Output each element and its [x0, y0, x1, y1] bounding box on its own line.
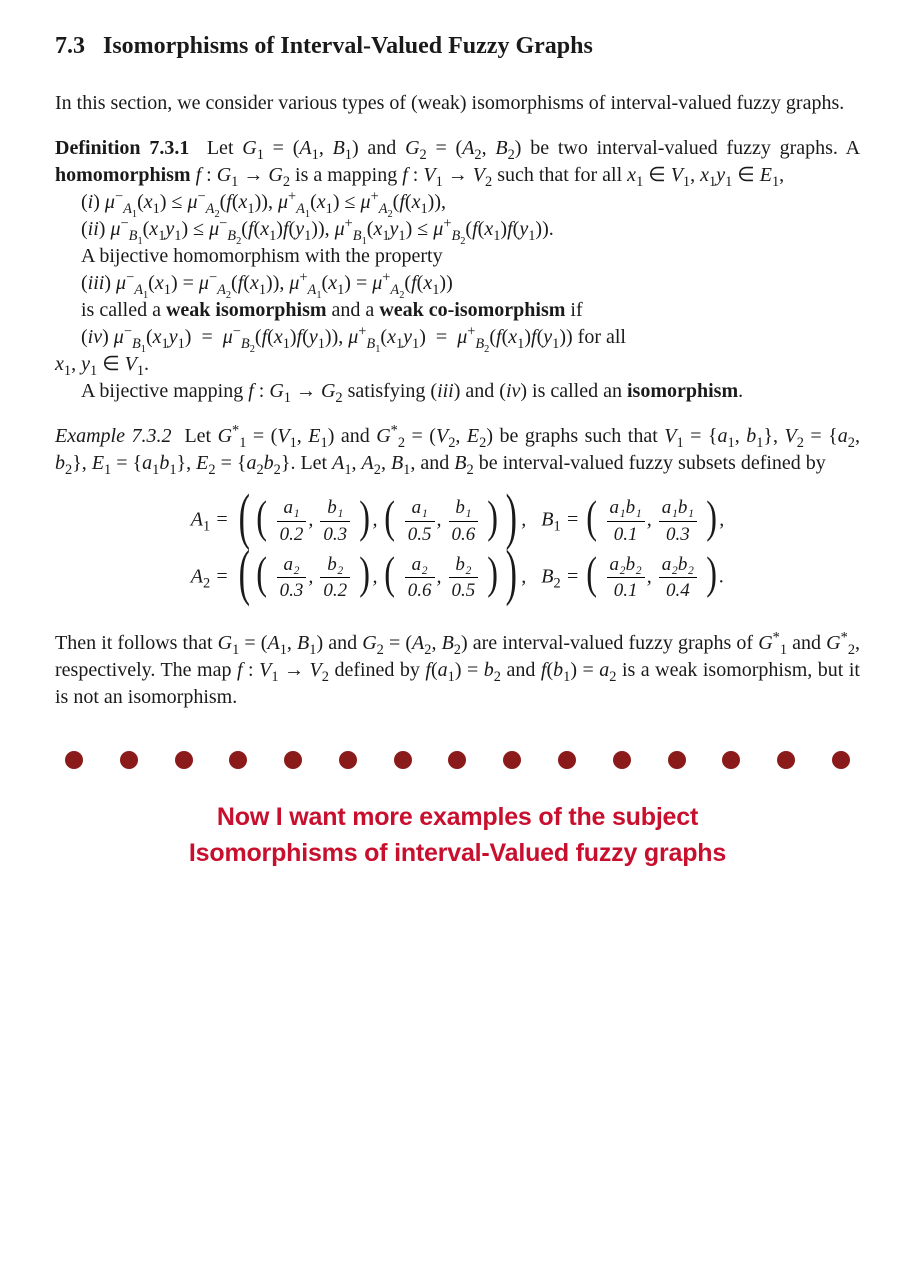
definition-bijective-line: A bijective homomorphism with the proper… — [55, 243, 860, 270]
equations-block: A1 = (( a₁0.2, b₁0.3 ), ( a₁0.5, b₁0.6 )… — [55, 495, 860, 604]
weak-isomorphism-term: weak isomorphism — [166, 299, 327, 321]
separator-dot — [448, 751, 466, 769]
b2-t2-n: a₂b₂ — [659, 552, 697, 578]
b1-t2-d: 0.3 — [659, 521, 697, 548]
section-number: 7.3 — [55, 33, 85, 59]
call-to-action: Now I want more examples of the subject … — [55, 799, 860, 872]
separator-dot — [394, 751, 412, 769]
a2-p1-n1: a₂ — [277, 552, 307, 578]
b1-t1-n: a₁b₁ — [607, 495, 645, 521]
definition-called-line: is called a weak isomorphism and a weak … — [55, 297, 860, 324]
b1-t2-n: a₁b₁ — [659, 495, 697, 521]
a2-p1-d1: 0.3 — [277, 577, 307, 604]
b2-t2-d: 0.4 — [659, 577, 697, 604]
isomorphism-term: isomorphism — [627, 380, 738, 402]
separator-dot — [120, 751, 138, 769]
a1-p2-d2: 0.6 — [449, 521, 479, 548]
document-page: 7.3 Isomorphisms of Interval-Valued Fuzz… — [0, 0, 915, 911]
a1-p2-d1: 0.5 — [405, 521, 435, 548]
example-label: Example 7.3.2 — [55, 425, 171, 447]
a2-p1-d2: 0.2 — [320, 577, 350, 604]
a2-p2-d1: 0.6 — [405, 577, 435, 604]
weak-coisomorphism-term: weak co-isomorphism — [379, 299, 565, 321]
separator-dot — [229, 751, 247, 769]
a1-p2-n2: b₁ — [449, 495, 479, 521]
definition-label: Definition 7.3.1 — [55, 137, 189, 159]
a2-p2-d2: 0.5 — [449, 577, 479, 604]
separator-dot — [503, 751, 521, 769]
definition-closing: A bijective mapping f : G1 → G2 satisfyi… — [55, 378, 860, 405]
separator-dot — [65, 751, 83, 769]
a1-p1-n1: a₁ — [277, 495, 307, 521]
section-heading: 7.3 Isomorphisms of Interval-Valued Fuzz… — [55, 30, 860, 62]
b2-t1-n: a₂b₂ — [607, 552, 645, 578]
separator-dot — [175, 751, 193, 769]
a2-p1-n2: b₂ — [320, 552, 350, 578]
a2-p2-n2: b₂ — [449, 552, 479, 578]
definition-item-iv-tail: x1, y1 ∈ V1. — [55, 351, 860, 378]
dots-separator — [55, 747, 860, 773]
called-pre: is called a — [81, 299, 166, 321]
called-mid: and a — [327, 299, 380, 321]
conclusion-paragraph: Then it follows that G1 = (A1, B1) and G… — [55, 630, 860, 711]
a1-p2-n1: a₁ — [405, 495, 435, 521]
section-title: Isomorphisms of Interval-Valued Fuzzy Gr… — [103, 33, 593, 59]
a2-p2-n1: a₂ — [405, 552, 435, 578]
separator-dot — [722, 751, 740, 769]
separator-dot — [832, 751, 850, 769]
separator-dot — [558, 751, 576, 769]
homomorphism-term: homomorphism — [55, 164, 191, 186]
intro-paragraph: In this section, we consider various typ… — [55, 90, 860, 117]
definition-block: Definition 7.3.1 Let G1 = (A1, B1) and G… — [55, 135, 860, 405]
separator-dot — [339, 751, 357, 769]
a1-p1-d1: 0.2 — [277, 521, 307, 548]
definition-item-iii: (iii) μ−A1(x1) = μ−A2(f(x1)), μ+A1(x1) =… — [55, 270, 860, 297]
equation-row-2: A2 = (( a₂0.3, b₂0.2 ), ( a₂0.6, b₂0.5 )… — [55, 552, 860, 604]
separator-dot — [777, 751, 795, 769]
definition-item-i: (i) μ−A1(x1) ≤ μ−A2(f(x1)), μ+A1(x1) ≤ μ… — [55, 189, 860, 216]
a1-p1-d2: 0.3 — [320, 521, 350, 548]
definition-item-ii: (ii) μ−B1(x1y1) ≤ μ−B2(f(x1)f(y1)), μ+B1… — [55, 216, 860, 243]
called-post: if — [565, 299, 582, 321]
b1-t1-d: 0.1 — [607, 521, 645, 548]
definition-item-iv: (iv) μ−B1(x1y1) = μ−B2(f(x1)f(y1)), μ+B1… — [55, 324, 860, 351]
b2-t1-d: 0.1 — [607, 577, 645, 604]
a1-p1-n2: b₁ — [320, 495, 350, 521]
cta-line-1: Now I want more examples of the subject — [55, 799, 860, 835]
example-block: Example 7.3.2 Let G*1 = (V1, E1) and G*2… — [55, 423, 860, 477]
separator-dot — [284, 751, 302, 769]
cta-line-2: Isomorphisms of interval-Valued fuzzy gr… — [55, 835, 860, 871]
equation-row-1: A1 = (( a₁0.2, b₁0.3 ), ( a₁0.5, b₁0.6 )… — [55, 495, 860, 547]
separator-dot — [668, 751, 686, 769]
separator-dot — [613, 751, 631, 769]
